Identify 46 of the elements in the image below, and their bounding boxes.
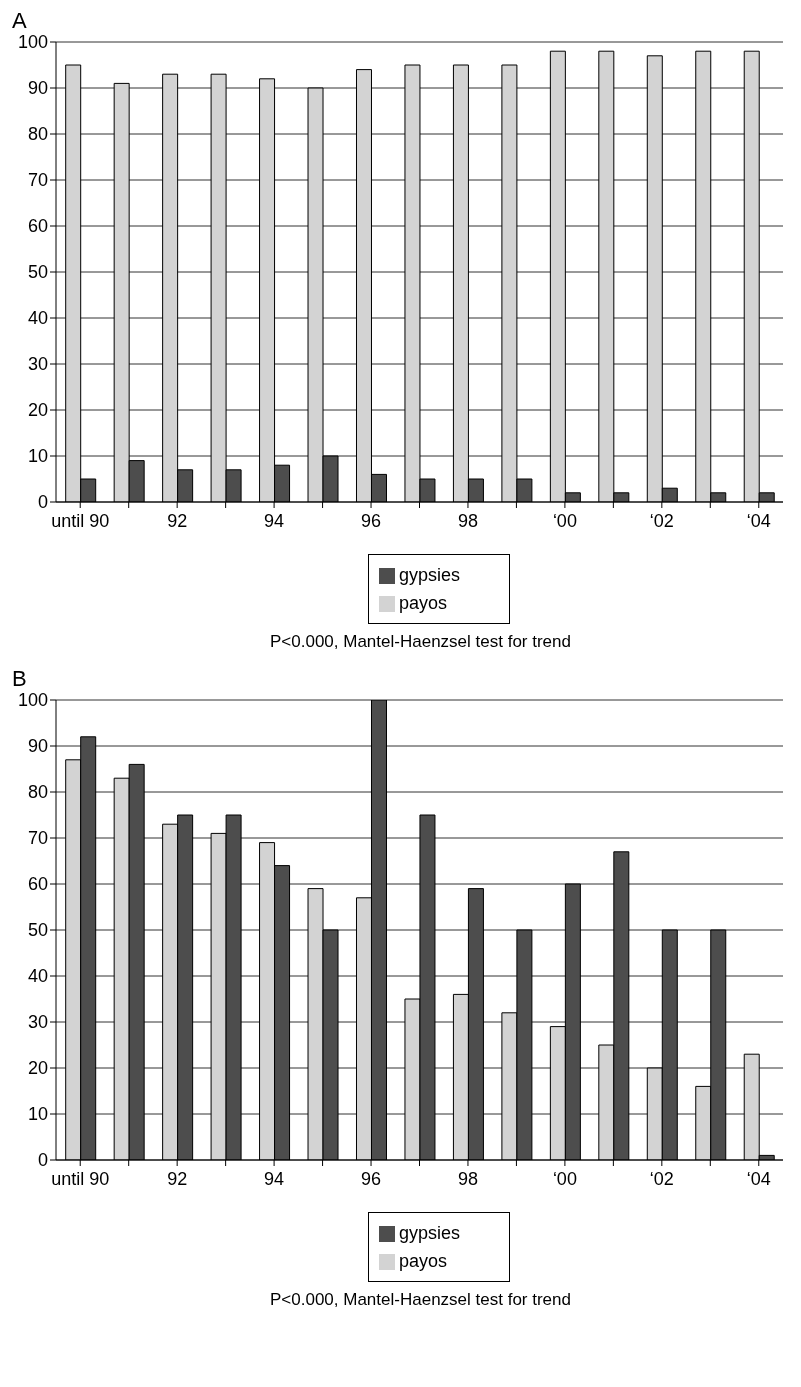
y-tick-label: 30 <box>27 1012 48 1033</box>
chart-title: B <box>12 666 28 692</box>
y-tick-label: 40 <box>27 308 48 329</box>
y-tick-label: 30 <box>27 354 48 375</box>
y-tick-label: 10 <box>27 446 48 467</box>
x-tick-label: until 90 <box>51 1168 110 1189</box>
x-tick-label: 94 <box>264 1168 285 1189</box>
x-tick-label: ‘00 <box>552 510 577 531</box>
x-tick-label: until 90 <box>51 510 110 531</box>
text: P<0.000, Mantel-Haenzsel test for trend <box>269 632 572 652</box>
y-tick-label: 0 <box>37 492 48 513</box>
y-tick-label: 60 <box>27 216 48 237</box>
x-tick-label: ‘04 <box>746 1168 771 1189</box>
y-tick-label: 80 <box>27 124 48 145</box>
y-tick-label: 90 <box>27 736 48 757</box>
y-tick-label: 90 <box>27 78 48 99</box>
x-tick-label: 92 <box>167 510 188 531</box>
y-tick-label: 100 <box>17 32 48 53</box>
x-tick-label: ‘02 <box>649 1168 674 1189</box>
legend-label: gypsies <box>399 565 461 585</box>
x-tick-label: 96 <box>361 1168 382 1189</box>
y-tick-label: 70 <box>27 170 48 191</box>
x-tick-label: ‘00 <box>552 1168 577 1189</box>
y-tick-label: 50 <box>27 262 48 283</box>
chart-title: A <box>12 8 28 34</box>
y-tick-label: 0 <box>37 1150 48 1171</box>
y-tick-label: 100 <box>17 690 48 711</box>
x-tick-label: 94 <box>264 510 285 531</box>
x-tick-label: ‘02 <box>649 510 674 531</box>
y-tick-label: 10 <box>27 1104 48 1125</box>
legend-label: payos <box>399 1251 448 1271</box>
x-tick-label: 92 <box>167 1168 188 1189</box>
legend-label: gypsies <box>399 1223 461 1243</box>
x-tick-label: 96 <box>361 510 382 531</box>
y-tick-label: 70 <box>27 828 48 849</box>
x-tick-label: 98 <box>457 1168 478 1189</box>
legend-label: payos <box>399 593 448 613</box>
y-tick-label: 50 <box>27 920 48 941</box>
y-tick-label: 20 <box>27 400 48 421</box>
x-tick-label: ‘04 <box>746 510 771 531</box>
text: P<0.000, Mantel-Haenzsel test for trend <box>269 1290 572 1310</box>
y-tick-label: 60 <box>27 874 48 895</box>
y-tick-label: 80 <box>27 782 48 803</box>
x-tick-label: 98 <box>457 510 478 531</box>
y-tick-label: 20 <box>27 1058 48 1079</box>
y-tick-label: 40 <box>27 966 48 987</box>
